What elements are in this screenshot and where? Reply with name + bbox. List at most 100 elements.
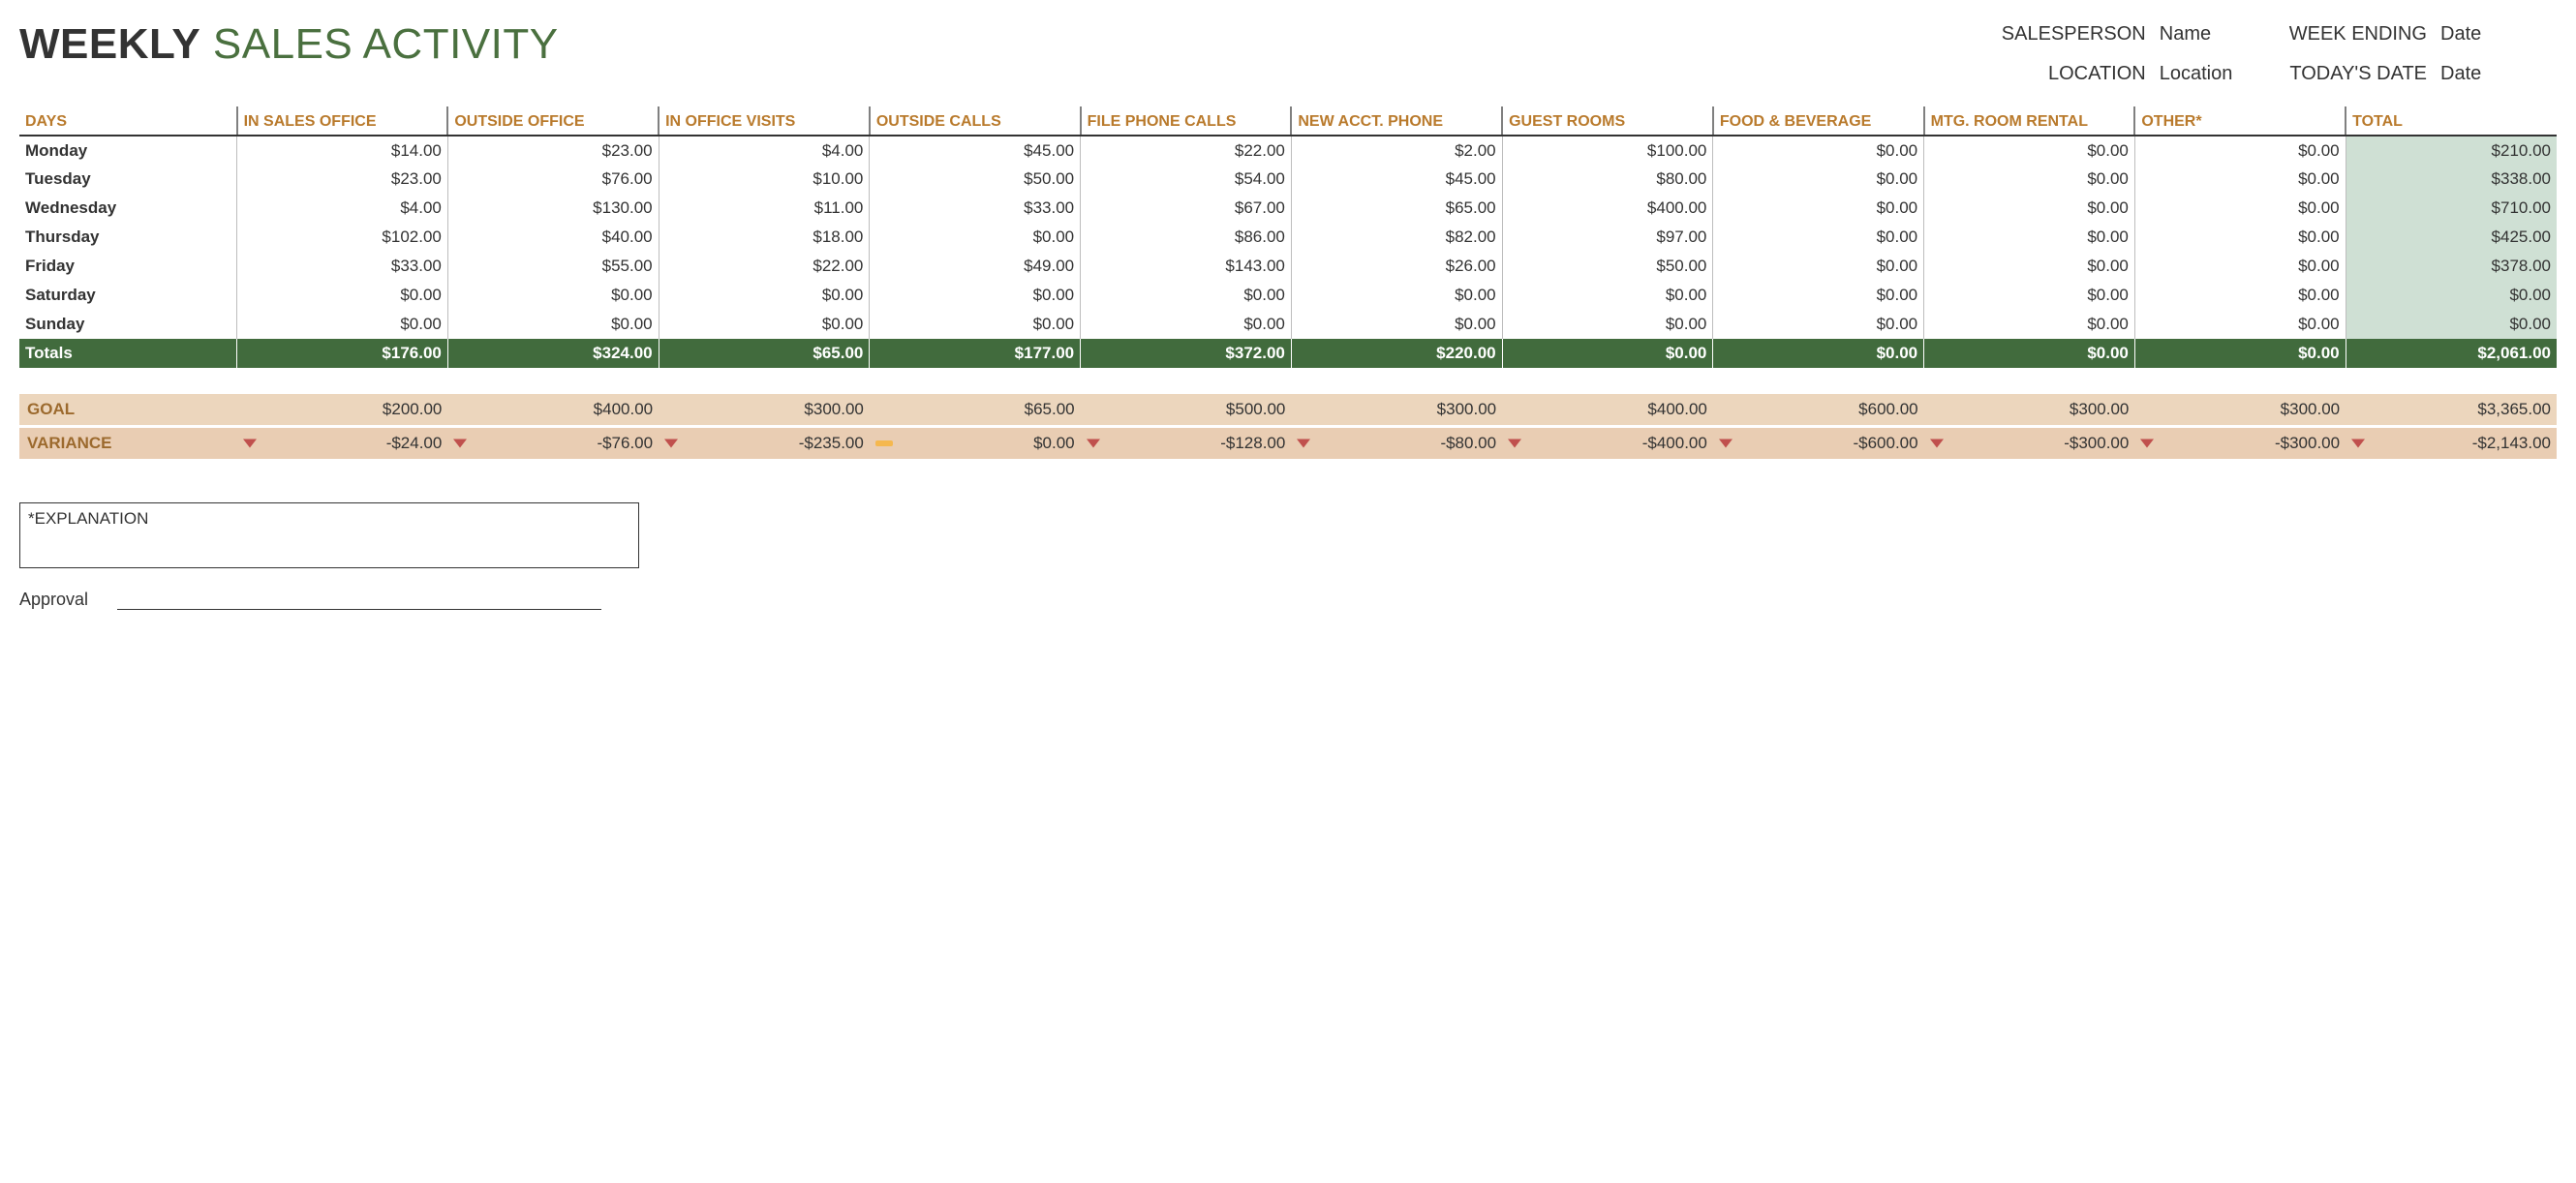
goal-cell[interactable]: $65.00 [870,393,1081,427]
cell[interactable]: $4.00 [659,136,870,165]
cell[interactable]: $143.00 [1081,252,1292,281]
cell[interactable]: $22.00 [659,252,870,281]
cell[interactable]: $55.00 [447,252,659,281]
cell[interactable]: $0.00 [2134,194,2346,223]
cell[interactable]: $67.00 [1081,194,1292,223]
cell[interactable]: $33.00 [870,194,1081,223]
cell[interactable]: $50.00 [1502,252,1713,281]
weekending-value[interactable]: Date [2440,23,2557,46]
salesperson-value[interactable]: Name [2160,23,2276,46]
cell[interactable]: $22.00 [1081,136,1292,165]
cell[interactable]: $23.00 [447,136,659,165]
cell[interactable]: $102.00 [237,223,448,252]
cell[interactable]: $0.00 [870,281,1081,310]
goal-cell[interactable]: $300.00 [2134,393,2346,427]
goal-label: GOAL [19,393,237,427]
cell[interactable]: $0.00 [1713,194,1924,223]
cell[interactable]: $0.00 [1713,136,1924,165]
variance-cell: -$128.00 [1081,427,1292,461]
cell[interactable]: $26.00 [1291,252,1502,281]
cell[interactable]: $0.00 [2134,310,2346,339]
title-light: SALES ACTIVITY [213,20,559,68]
cell[interactable]: $33.00 [237,252,448,281]
cell[interactable]: $14.00 [237,136,448,165]
cell[interactable]: $49.00 [870,252,1081,281]
cell[interactable]: $0.00 [1291,310,1502,339]
cell[interactable]: $0.00 [447,310,659,339]
trend-down-icon [1719,440,1733,448]
cell[interactable]: $0.00 [1081,310,1292,339]
cell[interactable]: $0.00 [2134,223,2346,252]
goal-cell[interactable]: $400.00 [1502,393,1713,427]
cell[interactable]: $82.00 [1291,223,1502,252]
goal-cell[interactable]: $300.00 [1924,393,2135,427]
cell[interactable]: $10.00 [659,165,870,194]
cell[interactable]: $45.00 [870,136,1081,165]
cell[interactable]: $400.00 [1502,194,1713,223]
location-value[interactable]: Location [2160,63,2276,85]
variance-label: VARIANCE [19,427,237,461]
cell[interactable]: $97.00 [1502,223,1713,252]
cell[interactable]: $11.00 [659,194,870,223]
col-2: IN OFFICE VISITS [659,106,870,136]
cell[interactable]: $0.00 [1713,252,1924,281]
cell[interactable]: $0.00 [2134,136,2346,165]
cell[interactable]: $4.00 [237,194,448,223]
cell[interactable]: $0.00 [2134,165,2346,194]
cell[interactable]: $23.00 [237,165,448,194]
trend-flat-icon [875,440,893,446]
cell[interactable]: $0.00 [1502,281,1713,310]
cell[interactable]: $0.00 [1713,165,1924,194]
cell[interactable]: $0.00 [2134,252,2346,281]
approval-label: Approval [19,590,88,610]
goal-cell[interactable]: $300.00 [1291,393,1502,427]
cell[interactable]: $0.00 [659,281,870,310]
goal-cell[interactable]: $300.00 [659,393,870,427]
approval-signature-line[interactable] [117,609,601,610]
cell[interactable]: $45.00 [1291,165,1502,194]
cell[interactable]: $76.00 [447,165,659,194]
cell[interactable]: $0.00 [1081,281,1292,310]
cell[interactable]: $0.00 [1291,281,1502,310]
cell[interactable]: $0.00 [1924,136,2135,165]
cell[interactable]: $0.00 [447,281,659,310]
goal-cell[interactable]: $400.00 [447,393,659,427]
cell[interactable]: $50.00 [870,165,1081,194]
table-row: Monday $14.00$23.00$4.00$45.00$22.00$2.0… [19,136,2557,165]
trend-down-icon [243,440,257,448]
trend-down-icon [1508,440,1521,448]
goal-cell[interactable]: $200.00 [237,393,448,427]
cell[interactable]: $0.00 [1713,310,1924,339]
cell[interactable]: $0.00 [870,223,1081,252]
cell[interactable]: $65.00 [1291,194,1502,223]
cell[interactable]: $0.00 [237,310,448,339]
weekending-label: WEEK ENDING [2289,23,2427,46]
cell[interactable]: $0.00 [1924,281,2135,310]
cell[interactable]: $0.00 [1924,252,2135,281]
cell[interactable]: $130.00 [447,194,659,223]
cell[interactable]: $0.00 [1502,310,1713,339]
todaysdate-value[interactable]: Date [2440,63,2557,85]
cell[interactable]: $100.00 [1502,136,1713,165]
cell[interactable]: $54.00 [1081,165,1292,194]
cell[interactable]: $0.00 [237,281,448,310]
cell[interactable]: $0.00 [1924,310,2135,339]
cell[interactable]: $0.00 [1924,194,2135,223]
cell[interactable]: $0.00 [1924,223,2135,252]
cell[interactable]: $80.00 [1502,165,1713,194]
row-total: $338.00 [2346,165,2557,194]
goal-cell[interactable]: $500.00 [1081,393,1292,427]
cell[interactable]: $0.00 [1713,223,1924,252]
cell[interactable]: $40.00 [447,223,659,252]
goal-cell[interactable]: $600.00 [1713,393,1924,427]
cell[interactable]: $18.00 [659,223,870,252]
cell[interactable]: $0.00 [1713,281,1924,310]
cell[interactable]: $0.00 [659,310,870,339]
day-label: Tuesday [19,165,237,194]
cell[interactable]: $2.00 [1291,136,1502,165]
cell[interactable]: $86.00 [1081,223,1292,252]
cell[interactable]: $0.00 [2134,281,2346,310]
cell[interactable]: $0.00 [870,310,1081,339]
cell[interactable]: $0.00 [1924,165,2135,194]
explanation-box[interactable]: *EXPLANATION [19,502,639,568]
